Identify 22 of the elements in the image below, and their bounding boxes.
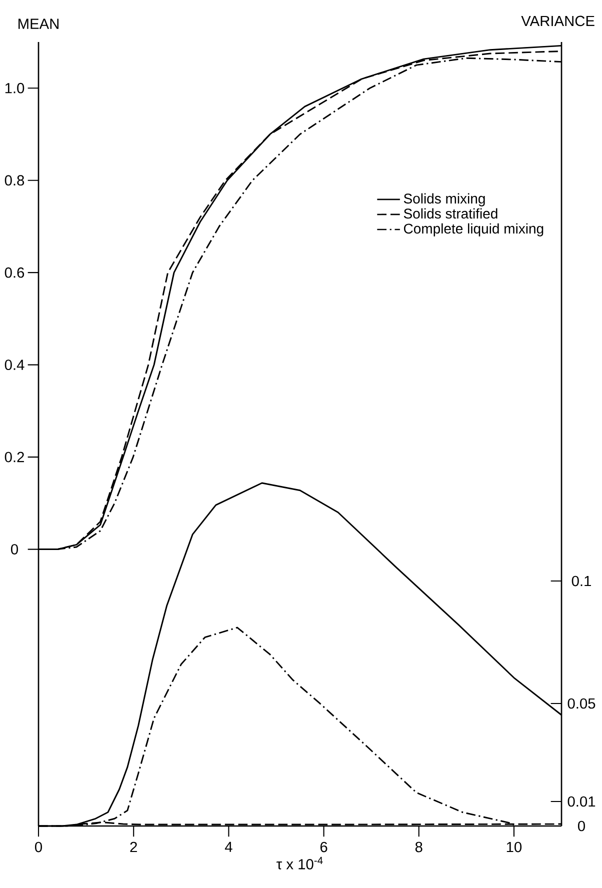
x-axis-title: τ x 10$^{-4}$ xyxy=(276,856,323,870)
y2-tick-label: 0.01 xyxy=(568,796,596,807)
x-tick-label: 6 xyxy=(320,842,328,852)
y-tick-label: 0.6 xyxy=(4,267,24,278)
y2-tick-label: 0.05 xyxy=(568,698,596,709)
y2-axis-title: VARIANCE xyxy=(521,16,594,26)
y-tick-label: 1.0 xyxy=(5,82,24,94)
x-tick-label: 0 xyxy=(34,842,42,852)
x-tick-label: 4 xyxy=(224,842,232,852)
legend-label: Complete liquid mixing xyxy=(404,223,544,236)
y-tick-label: 0.8 xyxy=(4,175,24,186)
x-tick-label: 8 xyxy=(415,842,422,852)
y-tick-label: 0.4 xyxy=(4,360,24,370)
x-tick-label: 10 xyxy=(506,842,522,852)
y2-tick-label: 0 xyxy=(578,820,585,832)
y-tick-label: 0.2 xyxy=(4,452,24,462)
y2-tick-label: 0.1 xyxy=(572,576,591,586)
legend-label: Solids mixing xyxy=(404,193,485,206)
x-tick-label: 2 xyxy=(130,842,137,852)
legend-label: Solids stratified xyxy=(404,208,498,219)
y-tick-label: 0 xyxy=(10,544,18,554)
y-axis-title: MEAN xyxy=(18,18,58,29)
